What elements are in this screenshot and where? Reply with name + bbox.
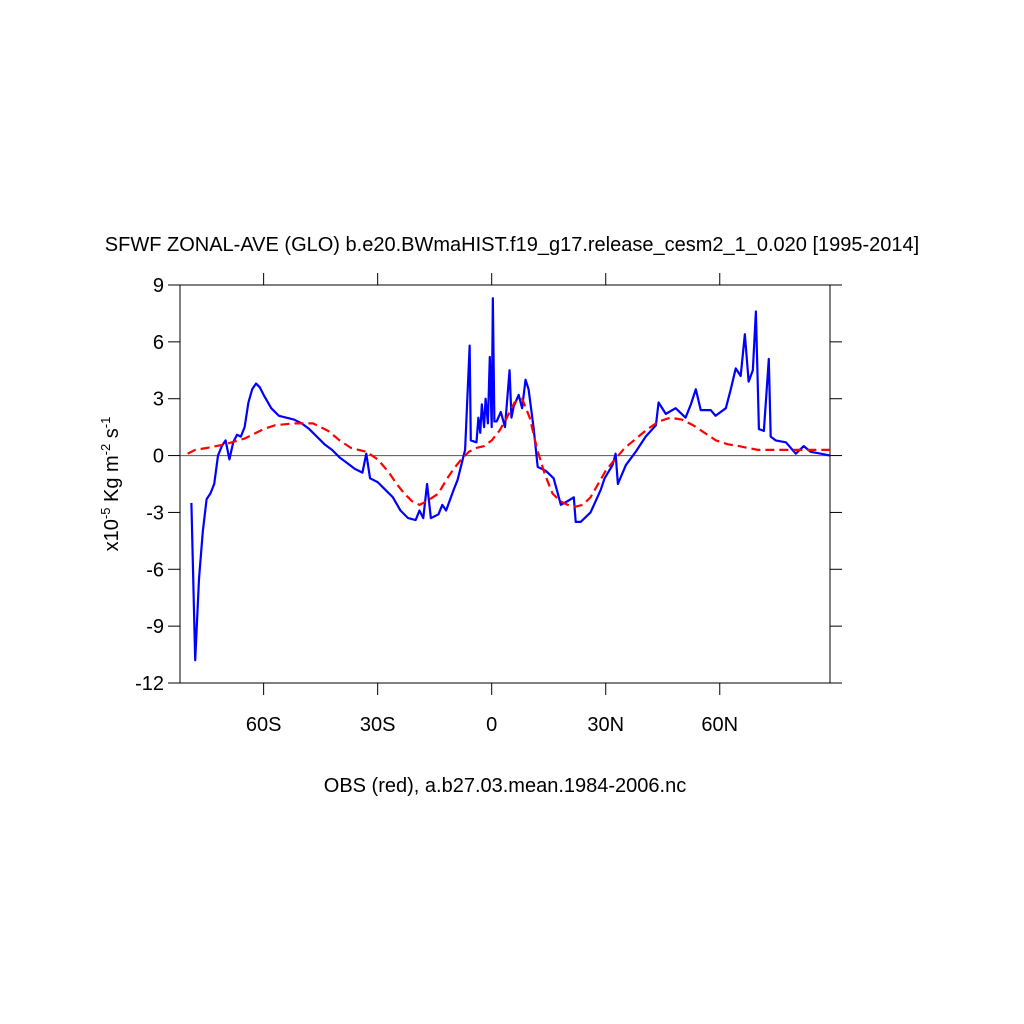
x-tick-label: 60S: [246, 714, 282, 736]
y-tick-label: 6: [153, 332, 164, 354]
y-label-exponent: -2: [98, 444, 113, 456]
plot-frame: [179, 284, 831, 684]
y-label-exponent: -1: [98, 417, 113, 429]
y-tick-label: -3: [146, 502, 164, 524]
x-axis-label: OBS (red), a.b27.03.mean.1984-2006.nc: [324, 775, 686, 797]
series-line: [187, 397, 830, 508]
y-label-exponent: -5: [98, 508, 113, 520]
y-tick-label: -9: [146, 616, 164, 638]
x-tick-label: 30N: [587, 714, 624, 736]
series-line: [190, 297, 831, 662]
y-tick-label: -12: [135, 673, 164, 695]
y-tick-label: -6: [146, 559, 164, 581]
y-tick-label: 0: [153, 446, 164, 468]
y-tick-label: 3: [153, 389, 164, 411]
y-label-part: s: [101, 428, 123, 444]
x-tick-label: 0: [486, 714, 497, 736]
x-tick-label: 30S: [360, 714, 396, 736]
x-tick-label: 60N: [701, 714, 738, 736]
y-tick-label: 9: [153, 275, 164, 297]
y-label-part: Kg m: [101, 455, 123, 507]
y-axis-label: x10-5 Kg m-2 s-1: [98, 417, 123, 552]
chart-title: SFWF ZONAL-AVE (GLO) b.e20.BWmaHIST.f19_…: [105, 234, 919, 256]
y-label-part: x10: [101, 519, 123, 551]
